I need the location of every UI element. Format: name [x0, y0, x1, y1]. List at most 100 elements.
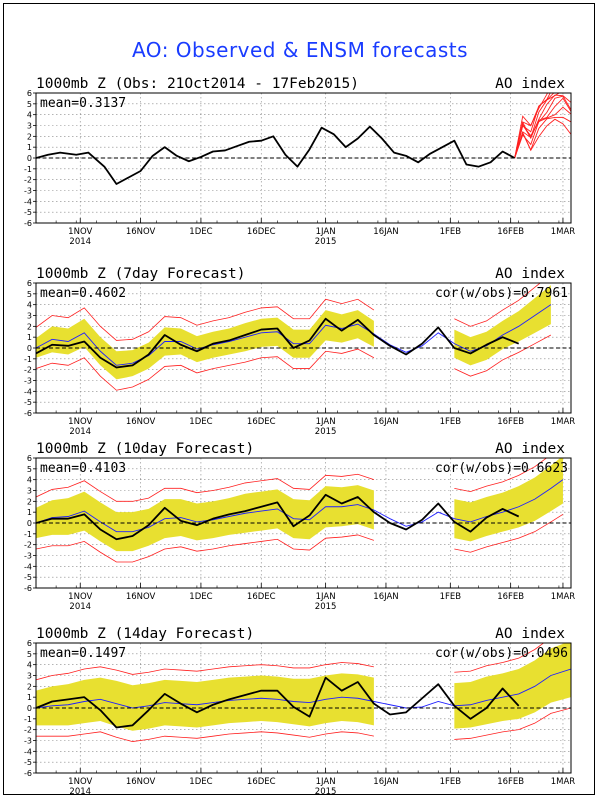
- x-tick-sublabel: 2015: [315, 427, 337, 437]
- x-tick-label: 1MAR: [551, 592, 576, 602]
- y-tick-label: -2: [24, 176, 32, 185]
- x-tick-sublabel: 2014: [69, 787, 91, 797]
- x-tick-label: 1FEB: [440, 417, 462, 427]
- upper-envelope-line: [454, 643, 545, 673]
- x-tick-label: 16FEB: [497, 592, 524, 602]
- x-tick-sublabel: 2015: [315, 237, 337, 247]
- x-tick-label: 1NOV: [68, 227, 92, 237]
- panel-title: 1000mb Z (10day Forecast): [36, 441, 254, 457]
- ensemble-member-line: [514, 94, 571, 159]
- x-tick-label: 1FEB: [440, 227, 462, 237]
- plot-area: [36, 93, 571, 223]
- ensemble-member-line: [514, 106, 571, 159]
- lower-envelope-line: [36, 534, 375, 563]
- x-tick-label: 16DEC: [247, 417, 276, 427]
- x-tick-label: 16FEB: [497, 227, 524, 237]
- ensemble-mean-line: [36, 304, 552, 366]
- ensemble-mean-line: [36, 668, 571, 709]
- y-tick-label: 6: [27, 639, 32, 648]
- x-tick-label: 1NOV: [68, 592, 92, 602]
- y-tick-label: -2: [24, 366, 32, 375]
- y-tick-label: 4: [27, 301, 32, 310]
- upper-envelope-line: [36, 473, 375, 502]
- panel-right-label: AO index: [495, 266, 565, 282]
- x-tick-label: 16DEC: [247, 227, 276, 237]
- observed-line: [36, 493, 520, 541]
- lower-envelope-line: [36, 731, 374, 742]
- y-tick-label: -6: [24, 769, 32, 778]
- x-tick-sublabel: 2014: [69, 602, 91, 612]
- ensemble-member-line: [514, 93, 551, 159]
- y-tick-label: 0: [27, 519, 32, 528]
- ensemble-mean-line: [36, 479, 564, 533]
- panel-title: 1000mb Z (Obs: 21Oct2014 - 17Feb2015): [36, 76, 359, 92]
- x-tick-label: 1FEB: [440, 777, 462, 787]
- y-tick-label: 2: [27, 497, 32, 506]
- y-tick-label: -1: [24, 165, 32, 174]
- lower-envelope-line: [454, 334, 552, 377]
- y-tick-label: -5: [24, 398, 32, 407]
- plot-area: [36, 458, 571, 588]
- x-tick-label: 1MAR: [551, 777, 576, 787]
- panel-title: 1000mb Z (14day Forecast): [36, 626, 254, 642]
- upper-envelope-line: [454, 283, 541, 327]
- y-tick-label: 4: [27, 111, 32, 120]
- y-tick-label: -4: [24, 747, 32, 756]
- y-tick-label: 5: [27, 465, 32, 474]
- x-tick-label: 1NOV: [68, 417, 92, 427]
- correlation-stat: cor(w/obs)=0.7961: [435, 286, 568, 301]
- x-tick-label: 16DEC: [247, 592, 276, 602]
- y-tick-label: 3: [27, 122, 32, 131]
- y-tick-label: 1: [27, 143, 32, 152]
- y-tick-label: -5: [24, 758, 32, 767]
- y-tick-label: -2: [24, 726, 32, 735]
- correlation-stat: cor(w/obs)=0.6623: [435, 461, 568, 476]
- x-tick-label: 1JAN: [316, 592, 336, 602]
- y-tick-label: -3: [24, 552, 32, 561]
- y-tick-label: 5: [27, 100, 32, 109]
- x-tick-sublabel: 2015: [315, 787, 337, 797]
- y-tick-label: 5: [27, 290, 32, 299]
- y-tick-label: -4: [24, 197, 32, 206]
- lower-envelope-line: [454, 513, 564, 553]
- lower-envelope-line: [454, 707, 571, 740]
- x-tick-label: 16FEB: [497, 417, 524, 427]
- y-tick-label: -3: [24, 187, 32, 196]
- x-tick-label: 16JAN: [373, 592, 398, 602]
- observed-line: [36, 676, 520, 729]
- observed-line: [36, 317, 520, 369]
- y-tick-label: -1: [24, 355, 32, 364]
- y-tick-label: 0: [27, 344, 32, 353]
- spread-band: [454, 458, 563, 542]
- x-tick-label: 16NOV: [126, 417, 156, 427]
- y-tick-label: 2: [27, 132, 32, 141]
- y-tick-label: -3: [24, 737, 32, 746]
- upper-envelope-line: [36, 298, 375, 341]
- panel-1: 1000mb Z (Obs: 21Oct2014 - 17Feb2015) AO …: [24, 76, 575, 247]
- y-tick-label: -1: [24, 715, 32, 724]
- y-tick-label: 6: [27, 279, 32, 288]
- upper-envelope-line: [454, 458, 548, 492]
- y-tick-label: 3: [27, 672, 32, 681]
- y-tick-label: -6: [24, 409, 32, 418]
- panel-3: 1000mb Z (10day Forecast) AO index 6 5 4 32 1 0…: [24, 441, 575, 612]
- y-tick-label: -6: [24, 584, 32, 593]
- y-tick-label: 2: [27, 682, 32, 691]
- x-tick-sublabel: 2014: [69, 237, 91, 247]
- mean-stat: mean=0.1497: [40, 646, 126, 661]
- y-tick-label: 1: [27, 693, 32, 702]
- y-tick-label: -4: [24, 562, 32, 571]
- mean-stat: mean=0.4103: [40, 461, 126, 476]
- y-tick-label: 4: [27, 661, 32, 670]
- panel-right-label: AO index: [495, 441, 565, 457]
- spread-band: [36, 310, 374, 380]
- spread-band: [454, 643, 571, 729]
- x-tick-label: 1JAN: [316, 227, 336, 237]
- x-tick-label: 1JAN: [316, 417, 336, 427]
- y-tick-label: 2: [27, 322, 32, 331]
- ensemble-member-line: [514, 97, 571, 159]
- y-tick-label: 4: [27, 476, 32, 485]
- x-tick-label: 1DEC: [189, 592, 212, 602]
- panel-4: 1000mb Z (14day Forecast) AO index 6 5 4 32 1 0…: [24, 626, 575, 797]
- x-tick-label: 1JAN: [316, 777, 336, 787]
